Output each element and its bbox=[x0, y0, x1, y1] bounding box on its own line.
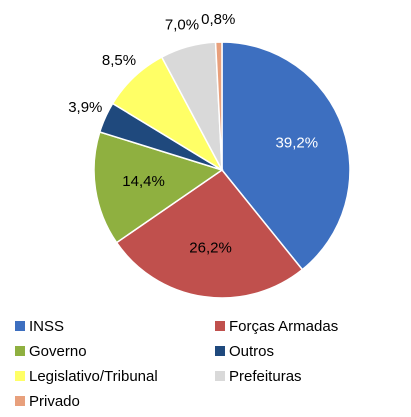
legend-swatch bbox=[15, 396, 25, 406]
legend-label: INSS bbox=[29, 318, 64, 335]
legend-swatch bbox=[215, 346, 225, 356]
legend-swatch bbox=[15, 346, 25, 356]
legend-swatch bbox=[215, 321, 225, 331]
pie-slice bbox=[93, 131, 224, 244]
pie-slice bbox=[221, 41, 351, 271]
data-label: 26,2% bbox=[189, 240, 232, 257]
data-label: 14,4% bbox=[122, 173, 165, 190]
legend-label: Prefeituras bbox=[229, 368, 302, 385]
legend-label: Privado bbox=[29, 393, 80, 410]
pie-slice bbox=[214, 41, 223, 171]
legend-swatch bbox=[215, 371, 225, 381]
data-label: 8,5% bbox=[102, 52, 136, 69]
legend-swatch bbox=[15, 371, 25, 381]
legend-label: Governo bbox=[29, 343, 87, 360]
data-label: 7,0% bbox=[165, 16, 199, 33]
legend-label: Outros bbox=[229, 343, 274, 360]
legend-swatch bbox=[15, 321, 25, 331]
pie-slice bbox=[115, 168, 304, 299]
data-label: 3,9% bbox=[68, 99, 102, 116]
data-label: 39,2% bbox=[276, 135, 319, 152]
legend-label: Legislativo/Tribunal bbox=[29, 368, 158, 385]
data-label: 0,8% bbox=[201, 11, 235, 28]
legend-label: Forças Armadas bbox=[229, 318, 338, 335]
